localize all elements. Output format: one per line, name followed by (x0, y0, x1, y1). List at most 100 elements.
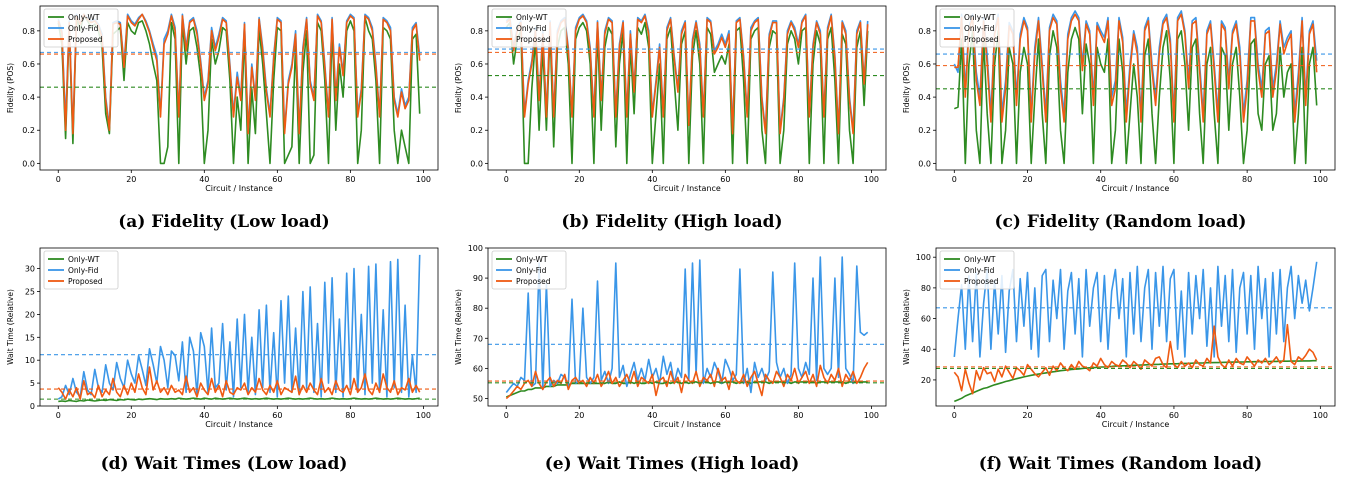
chart-panel-fidelity-high: 0 20 40 60 80 100 0.0 0.2 0.4 0.6 0.8 Circuit / Ins… (448, 0, 896, 240)
y-tick-label: 100 (468, 244, 483, 253)
y-tick-label: 20 (921, 376, 931, 385)
x-axis-label: Circuit / Instance (1102, 184, 1170, 193)
y-tick-label: 0.2 (470, 126, 483, 135)
wait-high-chart: 0 20 40 60 80 100 50 60 70 80 90 100 Circuit / Insta… (454, 244, 887, 429)
y-tick-label: 15 (25, 333, 35, 342)
wait-low-chart: 0 20 40 60 80 100 0 5 10 15 20 25 30 Circuit / Instan… (6, 247, 439, 429)
x-tick-label: 20 (1022, 411, 1032, 420)
x-tick-label: 0 (952, 411, 957, 420)
fidelity-high-chart: 0 20 40 60 80 100 0.0 0.2 0.4 0.6 0.8 Circuit / Ins… (454, 5, 887, 193)
x-tick-label: 100 (416, 175, 431, 184)
x-tick-label: 40 (199, 411, 209, 420)
series-line-proposed (57, 13, 421, 135)
x-tick-label: 0 (56, 411, 61, 420)
y-tick-label: 80 (921, 284, 931, 293)
x-axis-label: Circuit / Instance (653, 184, 721, 193)
x-tick-label: 80 (1242, 175, 1252, 184)
x-axis-label: Circuit / Instance (1102, 420, 1170, 429)
y-tick-label: 0.0 (470, 159, 483, 168)
y-tick-label: 0.4 (918, 93, 931, 102)
y-tick-label: 70 (473, 334, 483, 343)
y-axis-label: Wait Time (Relative) (454, 289, 463, 365)
x-tick-label: 80 (793, 175, 803, 184)
y-axis-label: Wait Time (Relative) (6, 289, 15, 365)
y-tick-label: 0.6 (918, 60, 931, 69)
legend-label: Only-WT (516, 255, 548, 264)
series-line-proposed (953, 323, 1318, 395)
x-tick-label: 40 (1096, 411, 1106, 420)
chart-caption: (d) Wait Times (Low load) (100, 454, 348, 474)
y-tick-label: 0.0 (918, 159, 931, 168)
legend-label: Proposed (516, 277, 551, 286)
x-axis-label: Circuit / Instance (653, 420, 721, 429)
plot-frame (935, 5, 1336, 171)
legend-label: Only-Fid (68, 24, 99, 33)
fidelity-low-chart: 0 20 40 60 80 100 0.0 0.2 0.4 0.6 0.8 Circuit / Ins… (6, 5, 439, 193)
x-tick-label: 60 (720, 175, 730, 184)
x-tick-label: 40 (647, 175, 657, 184)
chart-panel-wait-low: 0 20 40 60 80 100 0 5 10 15 20 25 30 Circuit / Instan… (0, 240, 448, 479)
x-tick-label: 60 (1169, 175, 1179, 184)
x-tick-label: 0 (504, 411, 509, 420)
y-tick-label: 40 (921, 345, 931, 354)
legend-box (43, 8, 119, 48)
y-tick-label: 100 (916, 253, 931, 262)
x-axis-label: Circuit / Instance (205, 184, 273, 193)
y-tick-label: 80 (473, 304, 483, 313)
y-tick-label: 0.4 (22, 93, 35, 102)
x-tick-label: 100 (1313, 411, 1328, 420)
y-tick-label: 0.2 (918, 126, 931, 135)
legend-label: Only-Fid (68, 266, 99, 275)
y-axis-label: Fidelity (POS) (902, 63, 911, 113)
y-axis-label: Fidelity (POS) (6, 63, 15, 113)
legend-label: Only-WT (516, 13, 548, 22)
series-line-only-wt (505, 381, 868, 398)
x-tick-label: 100 (864, 411, 879, 420)
legend-label: Only-WT (964, 13, 996, 22)
y-tick-label: 25 (25, 288, 35, 297)
wait-random-chart: 0 20 40 60 80 100 20 40 60 80 100 Circuit / Instanc… (902, 247, 1336, 429)
chart-panel-wait-high: 0 20 40 60 80 100 50 60 70 80 90 100 Circuit / Insta… (448, 240, 896, 479)
series-line-proposed (954, 13, 1318, 123)
y-tick-label: 0.6 (470, 60, 483, 69)
x-tick-label: 80 (345, 411, 355, 420)
legend-label: Only-Fid (516, 266, 547, 275)
y-tick-label: 60 (921, 315, 931, 324)
y-tick-label: 0.8 (470, 27, 483, 36)
plot-frame (39, 247, 439, 407)
x-axis-label: Circuit / Instance (205, 420, 273, 429)
legend-label: Only-Fid (964, 24, 995, 33)
series-line-proposed (505, 361, 869, 400)
x-tick-label: 0 (952, 175, 957, 184)
y-tick-label: 0.4 (470, 93, 483, 102)
legend-label: Proposed (516, 35, 551, 44)
y-tick-label: 90 (473, 274, 483, 283)
x-tick-label: 100 (416, 411, 431, 420)
y-tick-label: 0.0 (22, 159, 35, 168)
x-tick-label: 0 (504, 175, 509, 184)
x-tick-label: 20 (1022, 175, 1032, 184)
legend-box (43, 250, 119, 290)
x-tick-label: 100 (864, 175, 879, 184)
chart-caption: (e) Wait Times (High load) (544, 454, 800, 474)
legend-label: Proposed (68, 35, 103, 44)
x-tick-label: 40 (647, 411, 657, 420)
chart-caption: (b) Fidelity (High load) (561, 212, 783, 232)
plot-frame (39, 5, 439, 171)
x-tick-label: 80 (345, 175, 355, 184)
plot-frame (487, 5, 887, 171)
x-tick-label: 60 (272, 411, 282, 420)
y-tick-label: 5 (30, 379, 35, 388)
y-tick-label: 30 (25, 265, 35, 274)
y-tick-label: 0.2 (22, 126, 35, 135)
plot-frame (935, 247, 1336, 407)
legend-label: Only-WT (68, 255, 100, 264)
chart-caption: (a) Fidelity (Low load) (118, 212, 330, 232)
x-tick-label: 80 (1242, 411, 1252, 420)
series-line-only-fid (953, 261, 1318, 358)
fidelity-random-chart: 0 20 40 60 80 100 0.0 0.2 0.4 0.6 0.8 Circuit / Ins… (902, 5, 1336, 193)
y-tick-label: 0.8 (918, 27, 931, 36)
series-line-only-fid (57, 254, 421, 400)
x-tick-label: 80 (793, 411, 803, 420)
x-tick-label: 20 (574, 411, 584, 420)
